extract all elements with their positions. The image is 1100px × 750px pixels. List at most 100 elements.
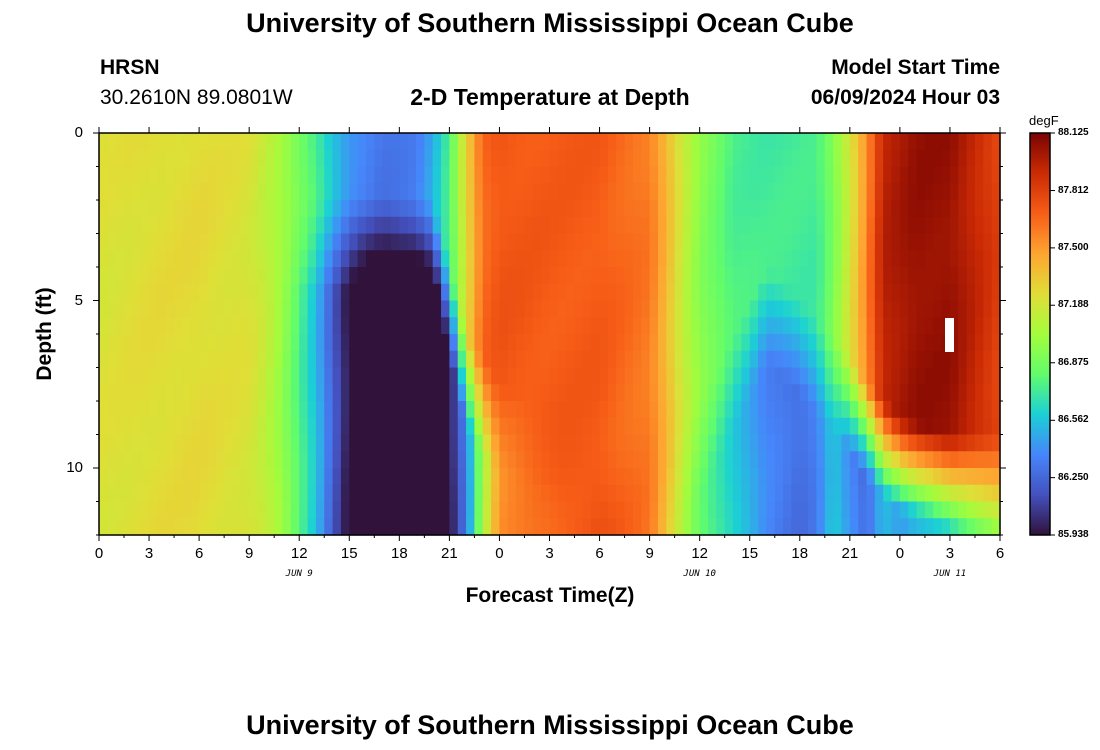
heatmap-cell [783, 434, 793, 452]
heatmap-cell [557, 250, 567, 268]
heatmap-cell [207, 501, 217, 519]
heatmap-cell [249, 166, 259, 184]
heatmap-cell [657, 183, 667, 201]
y-tick-label: 0 [74, 124, 83, 141]
heatmap-cell [265, 434, 275, 452]
heatmap-cell [983, 149, 993, 168]
heatmap-cell [682, 233, 692, 251]
heatmap-cell [257, 200, 267, 218]
heatmap-cell [833, 484, 843, 503]
heatmap-cell [708, 484, 717, 503]
heatmap-cell [591, 384, 601, 402]
heatmap-cell [232, 401, 242, 419]
heatmap-cell [340, 233, 350, 251]
heatmap-cell [574, 384, 584, 402]
heatmap-cell [824, 451, 834, 469]
heatmap-cell [924, 518, 934, 536]
heatmap-cell [157, 334, 167, 352]
heatmap-cell [682, 401, 692, 419]
heatmap-cell [816, 149, 826, 168]
heatmap-cell [124, 367, 133, 385]
heatmap-cell [457, 401, 467, 419]
heatmap-cell [357, 149, 367, 168]
heatmap-cell [124, 451, 133, 469]
heatmap-cell [516, 149, 526, 168]
heatmap-cell [99, 451, 108, 469]
heatmap-cell [424, 334, 434, 352]
heatmap-cell [974, 350, 984, 369]
heatmap-cell [933, 417, 943, 436]
heatmap-cell [816, 233, 826, 251]
heatmap-cell [808, 250, 818, 268]
heatmap-cell [199, 166, 209, 184]
heatmap-cell [666, 216, 676, 235]
heatmap-cell [941, 300, 951, 318]
heatmap-cell [557, 468, 567, 486]
heatmap-cell [549, 233, 559, 251]
heatmap-cell [115, 183, 125, 201]
heatmap-cell [457, 200, 467, 218]
heatmap-cell [591, 518, 601, 536]
heatmap-cell [115, 250, 125, 268]
heatmap-cell [749, 401, 759, 419]
heatmap-cell [282, 501, 292, 519]
heatmap-cell [282, 518, 292, 536]
heatmap-cell [724, 300, 734, 318]
heatmap-cell [708, 350, 717, 369]
heatmap-cell [365, 501, 375, 519]
heatmap-cell [315, 334, 325, 352]
heatmap-cell [307, 250, 317, 268]
heatmap-cell [532, 250, 542, 268]
heatmap-cell [908, 367, 918, 385]
heatmap-cell [491, 300, 501, 318]
heatmap-cell [774, 384, 784, 402]
heatmap-cell [265, 401, 275, 419]
heatmap-cell [249, 149, 259, 168]
heatmap-cell [691, 317, 701, 335]
heatmap-cell [674, 518, 684, 536]
heatmap-cell [315, 518, 325, 536]
heatmap-cell [482, 367, 492, 385]
heatmap-cell [699, 149, 709, 168]
heatmap-cell [899, 216, 909, 235]
heatmap-cell [365, 401, 375, 419]
heatmap-cell [674, 468, 684, 486]
heatmap-cell [649, 350, 659, 369]
heatmap-cell [966, 518, 976, 536]
heatmap-cell [132, 216, 142, 235]
heatmap-cell [958, 501, 968, 519]
heatmap-cell [849, 183, 859, 201]
heatmap-cell [232, 334, 242, 352]
heatmap-cell [382, 484, 392, 503]
heatmap-cell [232, 200, 242, 218]
heatmap-cell [899, 317, 909, 335]
heatmap-cell [390, 200, 400, 218]
heatmap-cell [149, 501, 158, 519]
heatmap-cell [666, 200, 676, 218]
heatmap-cell [958, 200, 968, 218]
heatmap-cell [140, 133, 150, 151]
heatmap-cell [382, 149, 392, 168]
heatmap-cell [749, 250, 759, 268]
heatmap-cell [382, 133, 392, 151]
x-tick-label: 18 [390, 545, 408, 562]
heatmap-cell [491, 267, 501, 285]
heatmap-cell [808, 233, 818, 251]
heatmap-cell [332, 233, 342, 251]
heatmap-cell [532, 451, 542, 469]
heatmap-cell [591, 300, 601, 318]
heatmap-cell [432, 384, 442, 402]
heatmap-cell [641, 384, 651, 402]
heatmap-cell [457, 267, 467, 285]
heatmap-cell [124, 468, 133, 486]
heatmap-cell [449, 200, 459, 218]
heatmap-cell [582, 166, 592, 184]
heatmap-cell [916, 384, 926, 402]
heatmap-cell [766, 484, 776, 503]
heatmap-cell [541, 384, 551, 402]
heatmap-cell [758, 401, 767, 419]
heatmap-cell [240, 468, 250, 486]
heatmap-cell [933, 267, 943, 285]
heatmap-cell [674, 350, 684, 369]
heatmap-cell [274, 183, 284, 201]
